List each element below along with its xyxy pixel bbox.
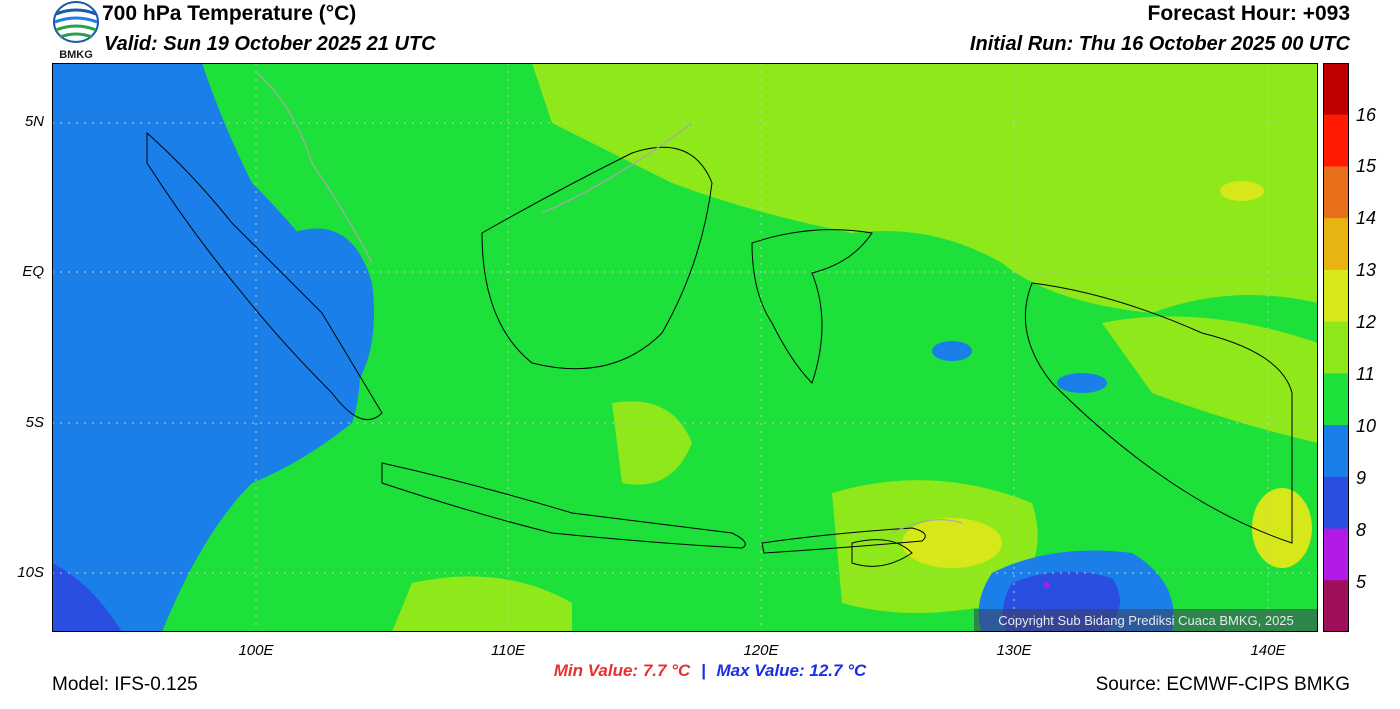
graticule bbox=[52, 63, 1318, 632]
papua-outline bbox=[1024, 282, 1293, 544]
sulawesi-outline bbox=[751, 229, 873, 384]
colorbar-segment bbox=[1323, 166, 1349, 219]
lat-label-5s: 5S bbox=[25, 414, 44, 431]
field-cold-west bbox=[52, 63, 360, 632]
forecast-hour: Forecast Hour: +093 bbox=[1147, 2, 1351, 25]
model-label: Model: IFS-0.125 bbox=[52, 674, 198, 695]
colorbar-segment bbox=[1323, 321, 1349, 374]
lon-label-110e: 110E bbox=[491, 642, 525, 659]
colorbar-label-8: 8 bbox=[1356, 520, 1367, 540]
minmax-separator: | bbox=[700, 661, 706, 680]
field-cold-sumatra bbox=[292, 228, 374, 403]
colorbar bbox=[1323, 63, 1349, 633]
field-hot-timor bbox=[902, 518, 1002, 568]
initial-run: Initial Run: Thu 16 October 2025 00 UTC bbox=[969, 33, 1350, 55]
lon-label-130e: 130E bbox=[996, 642, 1032, 659]
map-frame bbox=[52, 63, 1318, 632]
bmkg-logo: BMKG bbox=[52, 0, 100, 62]
map-svg bbox=[52, 63, 1318, 632]
colorbar-segment bbox=[1323, 528, 1349, 581]
sabah-border bbox=[541, 122, 693, 214]
field-hot-arafura bbox=[1252, 488, 1312, 568]
malaya-outline bbox=[256, 72, 373, 264]
borneo-outline bbox=[481, 146, 713, 370]
sumatra-outline bbox=[146, 131, 383, 421]
java-outline bbox=[381, 462, 746, 549]
min-value: Min Value: 7.7 °C bbox=[553, 661, 691, 680]
colorbar-svg bbox=[1323, 63, 1349, 633]
field-hot-pacific bbox=[1220, 181, 1264, 201]
colorbar-segment bbox=[1323, 269, 1349, 323]
neighbor-borders bbox=[256, 72, 963, 534]
field-warm-east bbox=[1102, 316, 1318, 443]
field-warm-south bbox=[392, 576, 572, 632]
colorbar-segment bbox=[1323, 218, 1349, 271]
lat-label-eq: EQ bbox=[22, 263, 44, 280]
field-cold-banda bbox=[932, 341, 972, 361]
colorbar-label-5: 5 bbox=[1356, 572, 1367, 592]
timor-leste-border bbox=[891, 519, 963, 534]
coastlines bbox=[146, 131, 1293, 567]
colorbar-label-12: 12 bbox=[1356, 312, 1377, 332]
colorbar-label-13: 13 bbox=[1356, 260, 1377, 280]
source-label: Source: ECMWF-CIPS BMKG bbox=[1095, 674, 1350, 695]
nusa-tenggara-outline bbox=[761, 527, 926, 554]
colorbar-label-16: 16 bbox=[1356, 105, 1377, 125]
field-min-spot bbox=[1044, 582, 1050, 588]
min-max-values: Min Value: 7.7 °C | Max Value: 12.7 °C bbox=[450, 661, 970, 681]
max-value: Max Value: 12.7 °C bbox=[716, 661, 867, 680]
lat-label-5n: 5N bbox=[24, 113, 44, 130]
colorbar-segment bbox=[1323, 425, 1349, 478]
lon-label-100e: 100E bbox=[238, 642, 274, 659]
logo-text: BMKG bbox=[59, 49, 93, 61]
field-cold-sw bbox=[52, 563, 122, 632]
map-title: 700 hPa Temperature (°C) bbox=[102, 2, 357, 25]
valid-time: Valid: Sun 19 October 2025 21 UTC bbox=[104, 33, 436, 55]
lon-label-140e: 140E bbox=[1250, 642, 1286, 659]
field-warm-java-sea bbox=[612, 401, 692, 485]
lon-label-120e: 120E bbox=[743, 642, 779, 659]
colorbar-label-10: 10 bbox=[1356, 416, 1377, 436]
colorbar-segment bbox=[1323, 580, 1349, 633]
field-cold-papua bbox=[1057, 373, 1107, 393]
timor-outline bbox=[851, 539, 913, 567]
copyright-notice: Copyright Sub Bidang Prediksi Cuaca BMKG… bbox=[974, 609, 1318, 632]
colorbar-segment bbox=[1323, 114, 1349, 167]
colorbar-segment bbox=[1323, 476, 1349, 530]
bmkg-logo-icon: BMKG bbox=[53, 1, 99, 61]
field-warm-north bbox=[532, 63, 1318, 313]
colorbar-label-14: 14 bbox=[1356, 208, 1377, 228]
colorbar-segment bbox=[1323, 373, 1349, 426]
colorbar-label-9: 9 bbox=[1356, 468, 1367, 488]
lat-label-10s: 10S bbox=[17, 564, 44, 581]
colorbar-border bbox=[1323, 63, 1349, 632]
temperature-map: Copyright Sub Bidang Prediksi Cuaca BMKG… bbox=[52, 63, 1318, 632]
colorbar-label-15: 15 bbox=[1356, 156, 1377, 176]
colorbar-segment bbox=[1323, 63, 1349, 116]
colorbar-label-11: 11 bbox=[1356, 364, 1375, 384]
